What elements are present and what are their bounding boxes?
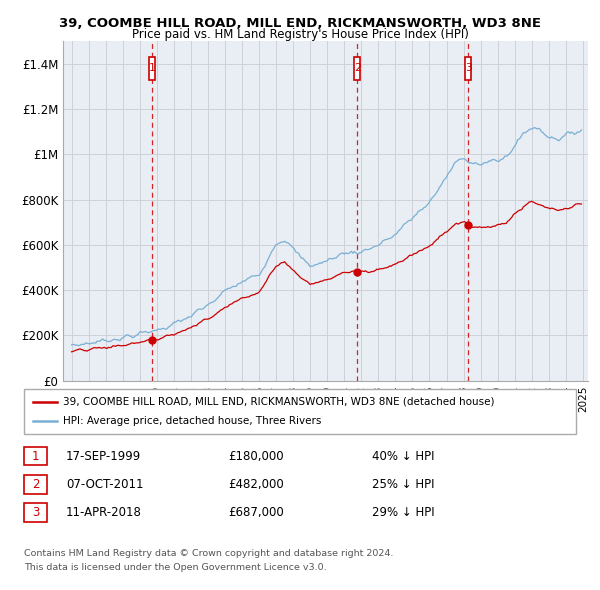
Text: 1: 1 (148, 64, 155, 73)
Text: HPI: Average price, detached house, Three Rivers: HPI: Average price, detached house, Thre… (63, 417, 322, 426)
Text: This data is licensed under the Open Government Licence v3.0.: This data is licensed under the Open Gov… (24, 563, 326, 572)
Text: 3: 3 (465, 64, 472, 73)
Text: 25% ↓ HPI: 25% ↓ HPI (372, 478, 434, 491)
Text: 3: 3 (32, 506, 39, 519)
FancyBboxPatch shape (355, 57, 361, 80)
Text: 29% ↓ HPI: 29% ↓ HPI (372, 506, 434, 519)
Text: £687,000: £687,000 (228, 506, 284, 519)
Text: £180,000: £180,000 (228, 450, 284, 463)
Text: 07-OCT-2011: 07-OCT-2011 (66, 478, 143, 491)
Text: 17-SEP-1999: 17-SEP-1999 (66, 450, 141, 463)
Text: 2: 2 (32, 478, 39, 491)
Text: Price paid vs. HM Land Registry's House Price Index (HPI): Price paid vs. HM Land Registry's House … (131, 28, 469, 41)
FancyBboxPatch shape (149, 57, 155, 80)
Text: £482,000: £482,000 (228, 478, 284, 491)
Text: 40% ↓ HPI: 40% ↓ HPI (372, 450, 434, 463)
FancyBboxPatch shape (466, 57, 472, 80)
Text: 39, COOMBE HILL ROAD, MILL END, RICKMANSWORTH, WD3 8NE: 39, COOMBE HILL ROAD, MILL END, RICKMANS… (59, 17, 541, 30)
Text: 2: 2 (354, 64, 361, 73)
Text: 39, COOMBE HILL ROAD, MILL END, RICKMANSWORTH, WD3 8NE (detached house): 39, COOMBE HILL ROAD, MILL END, RICKMANS… (63, 397, 494, 407)
Text: Contains HM Land Registry data © Crown copyright and database right 2024.: Contains HM Land Registry data © Crown c… (24, 549, 394, 558)
Text: 11-APR-2018: 11-APR-2018 (66, 506, 142, 519)
Text: 1: 1 (32, 450, 39, 463)
